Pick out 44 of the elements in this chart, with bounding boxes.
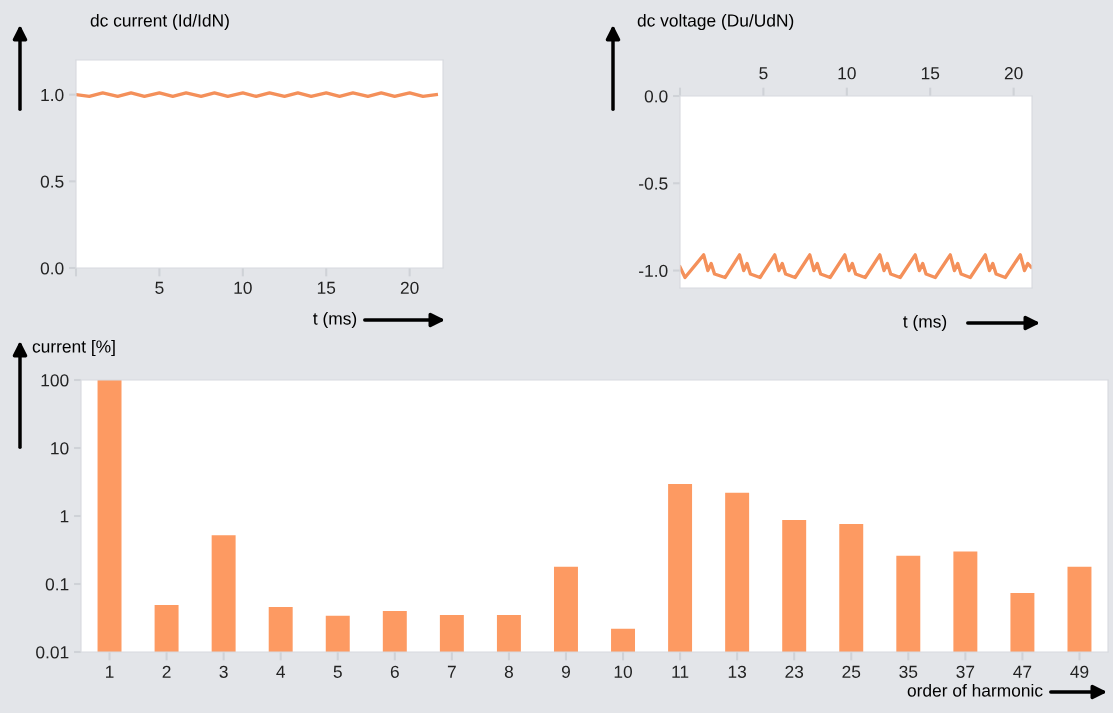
x-tick-label: 10 (234, 281, 252, 294)
x-tick-label: 9 (561, 665, 570, 678)
y-tick-label: -1.0 (639, 264, 668, 278)
x-tick-label: 1 (106, 665, 114, 678)
x-axis-title: order of harmonic (907, 683, 1043, 697)
x-tick-label: 15 (317, 281, 336, 294)
x-tick-label: 20 (1004, 67, 1023, 80)
x-axis-title: t (ms) (313, 311, 357, 329)
y-tick-label: 0.1 (45, 578, 69, 591)
x-tick-label: 10 (838, 67, 856, 80)
y-tick-label: 10 (51, 442, 69, 455)
y-axis-title: dc voltage (Du/UdN) (637, 13, 794, 31)
x-tick-label: 11 (672, 665, 689, 678)
x-tick-label: 3 (219, 665, 228, 678)
x-tick-label: 2 (162, 665, 171, 678)
x-tick-label: 5 (333, 665, 342, 678)
x-tick-label: 8 (504, 665, 513, 678)
x-tick-label: 10 (614, 665, 633, 678)
x-tick-label: 5 (759, 67, 768, 80)
y-tick-label: -0.5 (639, 177, 668, 190)
line-series (680, 253, 1032, 280)
x-tick-label: 35 (899, 665, 918, 678)
x-tick-label: 47 (1013, 665, 1032, 678)
y-axis-title: current [%] (32, 339, 115, 357)
x-tick-label: 20 (400, 281, 419, 294)
x-tick-label: 49 (1070, 665, 1089, 678)
y-tick-label: 0.0 (644, 90, 668, 103)
y-tick-label: 100 (41, 374, 69, 387)
x-tick-label: 7 (447, 665, 456, 678)
x-tick-label: 4 (276, 665, 286, 678)
y-axis-title: dc current (Id/IdN) (90, 13, 229, 31)
x-tick-label: 15 (921, 67, 940, 80)
x-tick-label: 5 (155, 281, 164, 294)
x-tick-label: 13 (728, 665, 747, 678)
x-tick-label: 6 (390, 665, 399, 678)
y-tick-label: 0.5 (40, 175, 64, 188)
y-tick-label: 1.0 (41, 88, 64, 102)
y-tick-label: 1 (60, 510, 69, 523)
x-tick-label: 23 (785, 665, 804, 678)
x-axis-title: t (ms) (903, 314, 947, 332)
y-tick-label: 0.0 (40, 262, 64, 275)
y-tick-label: 0.01 (36, 646, 69, 659)
x-tick-label: 25 (842, 665, 861, 678)
x-tick-label: 37 (956, 665, 975, 678)
